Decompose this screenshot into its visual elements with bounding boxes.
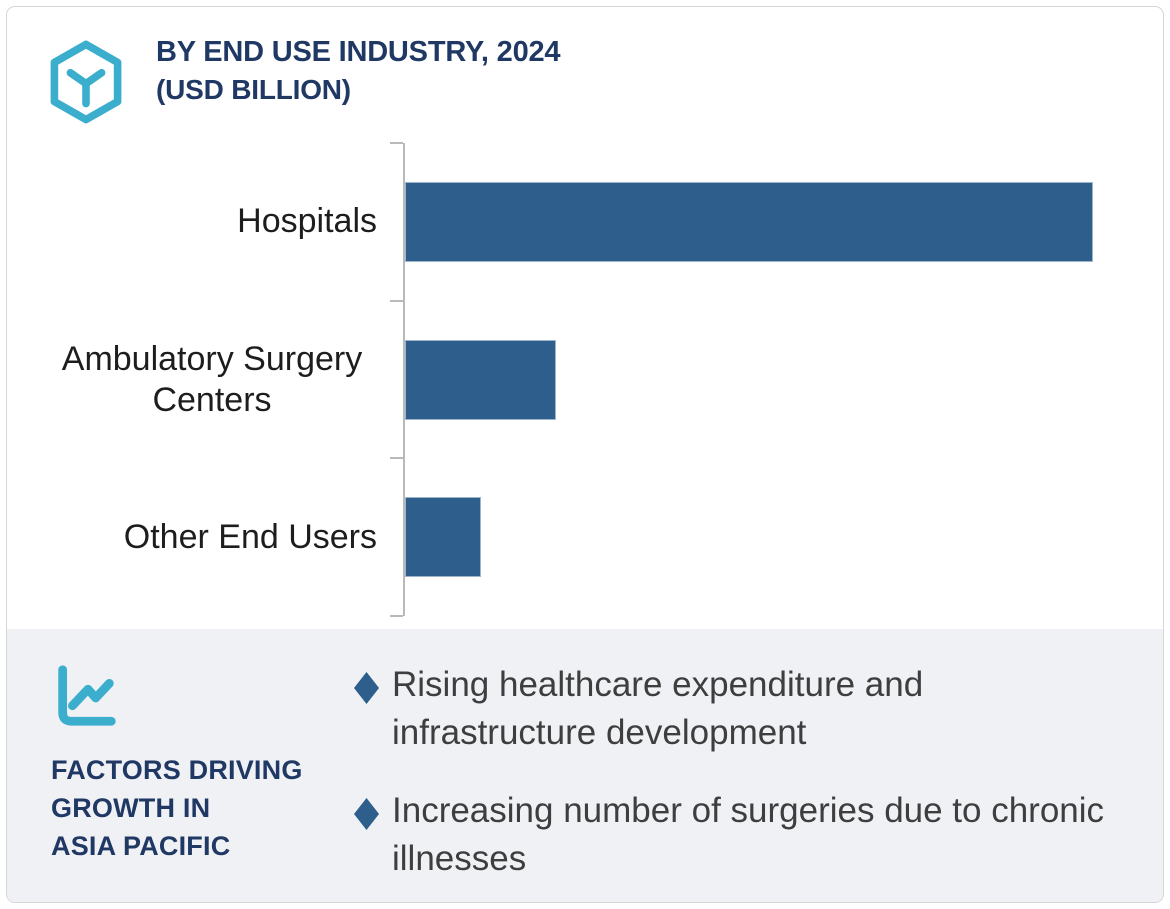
factors-title: FACTORS DRIVING GROWTH IN ASIA PACIFIC xyxy=(51,751,303,865)
chart-title-block: BY END USE INDUSTRY, 2024 (USD BILLION) xyxy=(156,33,561,109)
factor-item: Rising healthcare expenditure and infrast… xyxy=(354,661,1104,757)
factors-title-line: FACTORS DRIVING xyxy=(51,755,303,785)
factors-panel: FACTORS DRIVING GROWTH IN ASIA PACIFIC R… xyxy=(7,629,1163,902)
hexagon-y-logo-icon xyxy=(50,40,122,124)
diamond-bullet-icon xyxy=(354,672,379,704)
axis-tick xyxy=(390,142,403,144)
chart-band: Other End Users xyxy=(7,457,1163,618)
factor-item: Increasing number of surgeries due to ch… xyxy=(354,787,1104,883)
bar-ambulatory-surgery-centers xyxy=(405,339,557,420)
factors-list: Rising healthcare expenditure and infrast… xyxy=(354,661,1104,883)
chart-subtitle: (USD BILLION) xyxy=(156,74,351,105)
category-label-cell: Hospitals xyxy=(7,143,403,301)
axis-tick xyxy=(390,457,403,460)
bar-other-end-users xyxy=(405,497,481,578)
category-label: Other End Users xyxy=(123,517,377,556)
plot-row xyxy=(390,142,1163,301)
chart-band: Ambulatory Surgery Centers xyxy=(7,299,1163,459)
factors-title-line: ASIA PACIFIC xyxy=(51,831,231,861)
category-label: Hospitals xyxy=(237,202,377,241)
axis-tick xyxy=(390,615,403,618)
factors-title-line: GROWTH IN xyxy=(51,793,211,823)
diamond-bullet-icon xyxy=(354,798,379,830)
bar-chart: Hospitals Ambulatory Surgery Centers Other… xyxy=(7,142,1163,618)
factor-text: Rising healthcare expenditure and infrast… xyxy=(392,665,924,752)
line-chart-icon xyxy=(58,665,116,726)
category-label-cell: Ambulatory Surgery Centers xyxy=(7,301,403,459)
chart-band: Hospitals xyxy=(7,142,1163,301)
category-label-cell: Other End Users xyxy=(7,458,403,616)
axis-tick xyxy=(390,299,403,302)
bar-hospitals xyxy=(405,181,1093,262)
plot-row xyxy=(390,299,1163,459)
infographic-card: BY END USE INDUSTRY, 2024 (USD BILLION) … xyxy=(6,6,1164,903)
factor-text: Increasing number of surgeries due to ch… xyxy=(392,791,1105,878)
category-label: Ambulatory Surgery Centers xyxy=(61,339,363,419)
chart-title: BY END USE INDUSTRY, 2024 xyxy=(156,36,561,68)
plot-row xyxy=(390,457,1163,618)
